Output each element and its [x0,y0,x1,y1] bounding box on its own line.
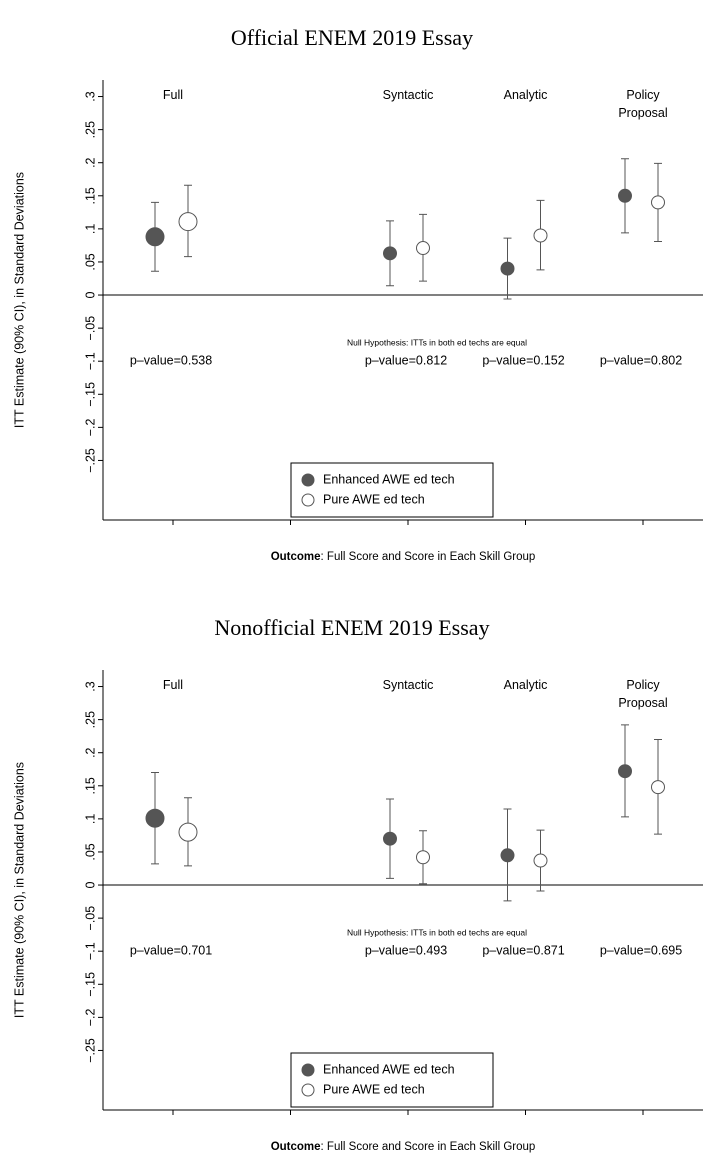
legend-marker [301,493,315,507]
legend-box [290,462,494,518]
category-label: Policy Proposal [618,678,668,710]
point [618,764,632,779]
y-tick-label: .25 [83,121,97,138]
legend-marker [301,473,315,487]
y-tick-label: .05 [83,843,97,860]
category-label: Full [162,678,184,692]
category-label: Full [162,88,184,102]
y-tick-label: .2 [83,747,97,757]
note: Null Hypothesis: ITTs in both ed techs a… [347,928,527,938]
legend-label: Pure AWE ed tech [323,1082,425,1096]
point [178,822,198,842]
point [416,850,430,865]
point [500,848,515,863]
y-axis-title: ITT Estimate (90% CI), in Standard Devia… [12,172,26,428]
x-axis-title-rest: : Full Score and Score in Each Skill Gro… [321,1141,536,1153]
legend-label: Pure AWE ed tech [323,492,425,506]
point [533,853,548,868]
x-axis-title-bold: Outcome [271,1141,321,1153]
y-tick-label: −.25 [83,1038,97,1063]
x-axis-title: Outcome: Full Score and Score in Each Sk… [271,1141,536,1153]
point [383,831,397,846]
y-tick-label: −.1 [83,352,97,370]
x-axis-title: Outcome: Full Score and Score in Each Sk… [271,551,536,563]
y-tick-label: .1 [83,224,97,234]
y-tick-label: .05 [83,253,97,270]
y-tick-label: 0 [83,882,97,889]
legend-label: Enhanced AWE ed tech [323,472,455,486]
p-value: p–value=0.812 [365,353,447,367]
chart-title: Official ENEM 2019 Essay [231,25,473,50]
legend-box [290,1052,494,1108]
x-axis-title-rest: : Full Score and Score in Each Skill Gro… [321,551,536,563]
point [500,261,515,276]
p-value: p–value=0.493 [365,943,447,957]
y-tick-label: −.2 [83,418,97,436]
p-value: p–value=0.695 [600,943,682,957]
y-tick-label: .3 [83,91,97,101]
y-tick-label: .1 [83,814,97,824]
y-tick-label: 0 [83,292,97,299]
category-label: Syntactic [382,678,434,692]
point [145,227,165,247]
category-label: Analytic [503,88,548,102]
y-axis-title: ITT Estimate (90% CI), in Standard Devia… [12,762,26,1018]
x-axis-title-bold: Outcome [271,551,321,563]
point [618,188,632,203]
p-value: p–value=0.871 [482,943,564,957]
category-label: Policy Proposal [618,88,668,120]
y-tick-label: −.05 [83,906,97,931]
point [145,808,165,828]
chart-title: Nonofficial ENEM 2019 Essay [214,615,489,640]
point [533,228,548,243]
legend-label: Enhanced AWE ed tech [323,1062,455,1076]
note: Null Hypothesis: ITTs in both ed techs a… [347,338,527,348]
y-tick-label: −.15 [83,382,97,407]
p-value: p–value=0.538 [130,353,212,367]
point [416,241,430,256]
p-value: p–value=0.152 [482,353,564,367]
point [383,246,397,261]
point [651,195,665,210]
y-tick-label: −.1 [83,942,97,960]
point [651,780,665,795]
y-tick-label: .3 [83,681,97,691]
y-tick-label: .15 [83,777,97,794]
y-tick-label: −.15 [83,972,97,997]
y-tick-label: .25 [83,711,97,728]
y-tick-label: −.25 [83,448,97,473]
y-tick-label: −.05 [83,316,97,341]
legend-marker [301,1063,315,1077]
legend-marker [301,1083,315,1097]
point [178,212,198,232]
category-label: Analytic [503,678,548,692]
y-tick-label: .15 [83,187,97,204]
category-label: Syntactic [382,88,434,102]
p-value: p–value=0.701 [130,943,212,957]
p-value: p–value=0.802 [600,353,682,367]
y-tick-label: .2 [83,157,97,167]
y-tick-label: −.2 [83,1008,97,1026]
